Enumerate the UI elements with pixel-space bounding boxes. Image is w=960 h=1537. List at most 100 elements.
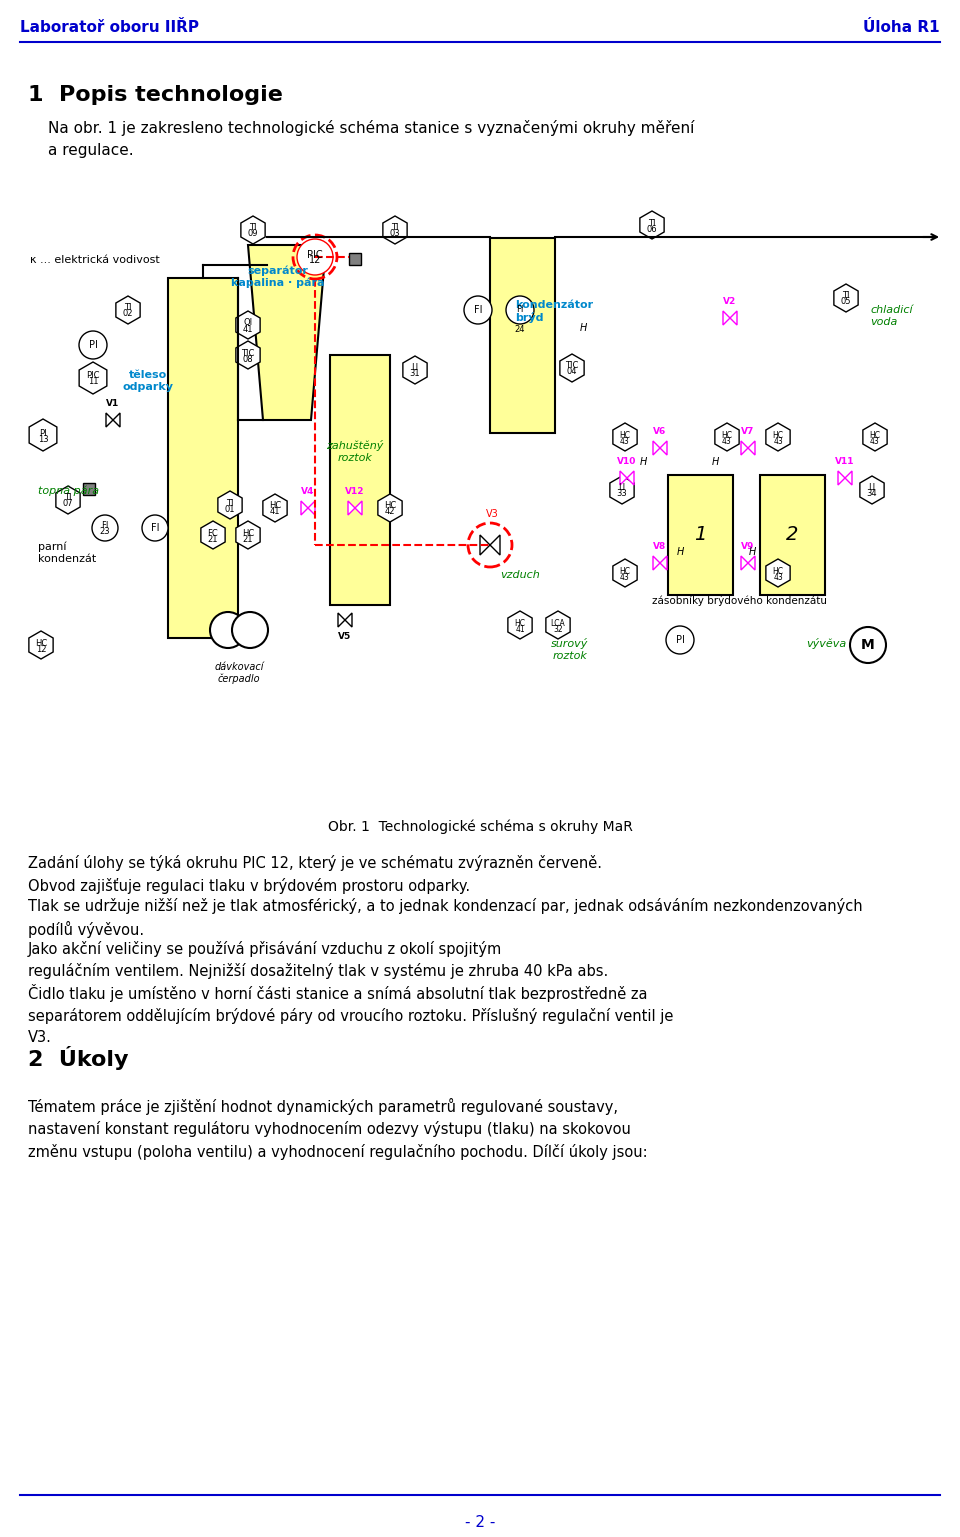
Polygon shape bbox=[640, 211, 664, 238]
Circle shape bbox=[92, 515, 118, 541]
Polygon shape bbox=[348, 501, 355, 515]
Text: chladicí
voda: chladicí voda bbox=[870, 304, 913, 326]
Text: TI: TI bbox=[124, 303, 132, 312]
Polygon shape bbox=[355, 501, 362, 515]
Polygon shape bbox=[660, 556, 667, 570]
Polygon shape bbox=[660, 441, 667, 455]
Polygon shape bbox=[741, 556, 748, 570]
Polygon shape bbox=[56, 486, 80, 513]
Text: V1: V1 bbox=[107, 400, 120, 407]
Text: 09: 09 bbox=[248, 229, 258, 238]
Polygon shape bbox=[106, 413, 113, 427]
FancyBboxPatch shape bbox=[490, 238, 555, 433]
Text: 08: 08 bbox=[243, 355, 253, 363]
Text: LI: LI bbox=[869, 484, 876, 492]
Text: FC: FC bbox=[207, 529, 218, 538]
Text: H: H bbox=[579, 323, 587, 334]
Polygon shape bbox=[860, 476, 884, 504]
Polygon shape bbox=[612, 559, 637, 587]
Text: HC: HC bbox=[722, 430, 732, 440]
Text: 21: 21 bbox=[207, 535, 218, 544]
Text: HC: HC bbox=[269, 501, 281, 510]
Text: topná pára: topná pára bbox=[38, 486, 99, 495]
Polygon shape bbox=[403, 357, 427, 384]
Text: V8: V8 bbox=[654, 543, 666, 550]
Text: TIC: TIC bbox=[241, 349, 254, 358]
Text: HC: HC bbox=[242, 529, 254, 538]
Polygon shape bbox=[490, 535, 500, 555]
Text: 43: 43 bbox=[870, 437, 880, 446]
Text: 32: 32 bbox=[553, 624, 563, 633]
Text: 43: 43 bbox=[722, 437, 732, 446]
Text: 03: 03 bbox=[390, 229, 400, 238]
Text: Jako akční veličiny se používá přisávání vzduchu z okolí spojitým
reguláčním ven: Jako akční veličiny se používá přisávání… bbox=[28, 941, 609, 979]
Circle shape bbox=[210, 612, 246, 649]
Polygon shape bbox=[741, 441, 748, 455]
Polygon shape bbox=[308, 501, 315, 515]
Text: HC: HC bbox=[773, 430, 783, 440]
Text: V3: V3 bbox=[486, 509, 498, 520]
Polygon shape bbox=[480, 535, 490, 555]
Text: LCA: LCA bbox=[551, 618, 565, 627]
Text: Čidlo tlaku je umístěno v horní části stanice a snímá absolutní tlak bezprostřed: Čidlo tlaku je umístěno v horní části st… bbox=[28, 984, 673, 1045]
Text: Obr. 1  Technologické schéma s okruhy MaR: Obr. 1 Technologické schéma s okruhy MaR bbox=[327, 821, 633, 835]
FancyBboxPatch shape bbox=[83, 483, 95, 495]
Text: H: H bbox=[676, 547, 684, 556]
Text: těleso
odparky: těleso odparky bbox=[123, 370, 174, 392]
Text: κ ... elektrická vodivost: κ ... elektrická vodivost bbox=[30, 255, 159, 264]
Text: 23: 23 bbox=[100, 527, 110, 535]
Polygon shape bbox=[378, 493, 402, 523]
Text: PIC: PIC bbox=[307, 249, 323, 260]
Text: 12: 12 bbox=[309, 255, 322, 264]
Polygon shape bbox=[748, 556, 755, 570]
Text: HC: HC bbox=[773, 567, 783, 575]
Polygon shape bbox=[263, 493, 287, 523]
Text: TI: TI bbox=[227, 498, 233, 507]
Text: 43: 43 bbox=[773, 437, 782, 446]
Polygon shape bbox=[113, 413, 120, 427]
Text: 01: 01 bbox=[225, 504, 235, 513]
Polygon shape bbox=[560, 354, 584, 383]
Text: 43: 43 bbox=[620, 437, 630, 446]
Text: 12: 12 bbox=[36, 644, 46, 653]
Text: LI: LI bbox=[618, 484, 626, 492]
Text: 1: 1 bbox=[694, 526, 707, 544]
Circle shape bbox=[464, 297, 492, 324]
Text: 2: 2 bbox=[786, 526, 798, 544]
Polygon shape bbox=[345, 613, 352, 627]
Text: Na obr. 1 je zakresleno technologické schéma stanice s vyznačenými okruhy měření: Na obr. 1 je zakresleno technologické sc… bbox=[48, 120, 694, 158]
Text: V4: V4 bbox=[301, 487, 315, 496]
Text: - 2 -: - 2 - bbox=[465, 1515, 495, 1529]
Text: Tlak se udržuje nižší než je tlak atmosférický, a to jednak kondenzací par, jedn: Tlak se udržuje nižší než je tlak atmosf… bbox=[28, 898, 863, 938]
Polygon shape bbox=[715, 423, 739, 450]
Text: 04: 04 bbox=[566, 367, 577, 377]
Text: separátor
kapalina · pára: separátor kapalina · pára bbox=[231, 264, 324, 287]
FancyBboxPatch shape bbox=[330, 355, 390, 606]
Text: HC: HC bbox=[619, 430, 631, 440]
Polygon shape bbox=[653, 556, 660, 570]
Polygon shape bbox=[116, 297, 140, 324]
Text: surový
roztok: surový roztok bbox=[551, 638, 588, 661]
Text: PI: PI bbox=[88, 340, 97, 350]
Text: TI: TI bbox=[392, 223, 398, 232]
Polygon shape bbox=[29, 632, 53, 659]
Text: TI: TI bbox=[64, 493, 72, 503]
Text: LI: LI bbox=[412, 363, 419, 372]
Text: HC: HC bbox=[35, 638, 47, 647]
Text: TI: TI bbox=[250, 223, 256, 232]
Text: PI: PI bbox=[39, 429, 47, 438]
Text: 05: 05 bbox=[841, 298, 852, 306]
Polygon shape bbox=[627, 470, 634, 486]
Text: H: H bbox=[639, 456, 647, 467]
Text: TI: TI bbox=[648, 218, 656, 227]
FancyBboxPatch shape bbox=[668, 475, 733, 595]
Circle shape bbox=[297, 238, 333, 275]
Polygon shape bbox=[218, 490, 242, 520]
Text: Tématem práce je zjištění hodnot dynamických parametrů regulované soustavy,
nast: Tématem práce je zjištění hodnot dynamic… bbox=[28, 1097, 648, 1160]
Text: zahuštěný
roztok: zahuštěný roztok bbox=[326, 440, 384, 463]
Text: zásobníky brýdového kondenzátu: zásobníky brýdového kondenzátu bbox=[653, 595, 828, 606]
Text: HC: HC bbox=[384, 501, 396, 510]
Text: kondenzátor
brýd: kondenzátor brýd bbox=[515, 300, 593, 323]
Text: 21: 21 bbox=[243, 535, 253, 544]
Polygon shape bbox=[845, 470, 852, 486]
